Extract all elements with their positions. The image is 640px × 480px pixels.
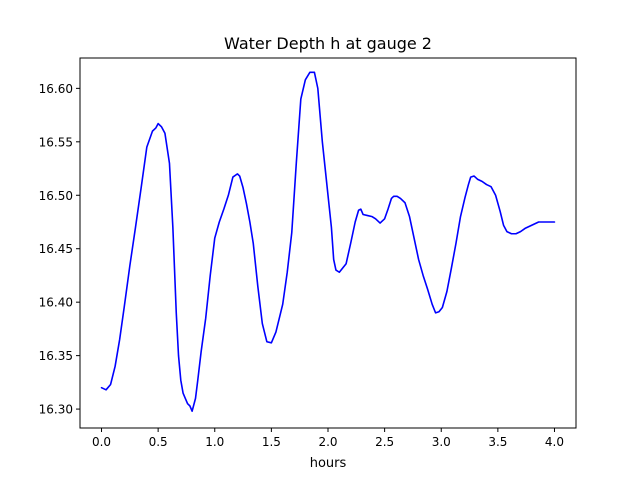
x-axis: 0.0 0.5 1.0 1.5 2.0 2.5 3.0 3.5 4.0 [92,428,564,449]
x-tick-label: 0.5 [149,435,168,449]
x-tick-label: 2.5 [375,435,394,449]
x-tick-label: 3.5 [488,435,507,449]
x-tick-label: 1.5 [262,435,281,449]
y-tick-label: 16.45 [39,242,73,256]
x-tick-label: 3.0 [432,435,451,449]
y-tick-label: 16.40 [39,296,73,310]
x-tick-label: 2.0 [318,435,337,449]
series-line-0 [100,71,556,413]
x-tick-label: 4.0 [545,435,564,449]
y-tick-label: 16.55 [39,135,73,149]
plot-area [100,71,556,413]
x-tick-label: 0.0 [92,435,111,449]
x-tick-label: 1.0 [205,435,224,449]
y-axis: 16.30 16.35 16.40 16.45 16.50 16.55 16.60 [39,82,80,417]
x-axis-label: hours [310,456,347,471]
chart-title: Water Depth h at gauge 2 [224,34,432,53]
y-tick-label: 16.30 [39,403,73,417]
y-tick-label: 16.35 [39,349,73,363]
y-tick-label: 16.60 [39,82,73,96]
y-tick-label: 16.50 [39,189,73,203]
